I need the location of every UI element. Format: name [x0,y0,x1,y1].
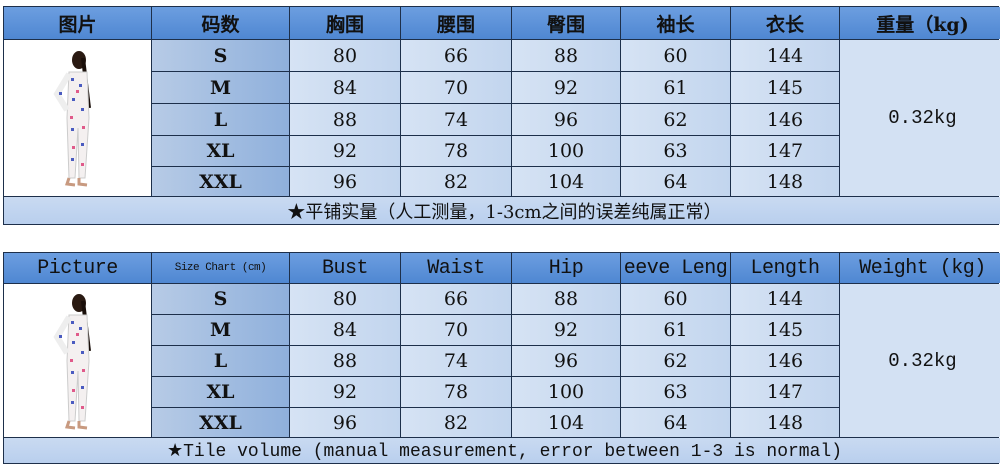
measurement-bust: 88 [290,104,400,135]
product-image-cell [4,284,151,437]
measurement-hip: 96 [512,104,620,135]
measurement-sleeve-length: 63 [621,377,730,407]
header-sleeve-length: eeve Leng [621,253,730,283]
size-label: XL [152,377,289,407]
measurement-bust: 96 [290,167,400,196]
measurement-waist: 74 [401,346,511,376]
measurement-bust: 96 [290,408,400,437]
header-bust: 胸围 [290,7,400,39]
header-size: Size Chart (cm) [152,253,289,283]
measurement-hip: 104 [512,408,620,437]
header-size: 码数 [152,7,289,39]
measurement-hip: 88 [512,284,620,314]
measurement-waist: 82 [401,408,511,437]
measurement-sleeve-length: 61 [621,72,730,103]
header-bust: Bust [290,253,400,283]
measurement-bust: 92 [290,136,400,166]
measurement-note: ★Tile volume (manual measurement, error … [4,438,1000,463]
header-picture: 图片 [4,7,151,39]
header-waist: 腰围 [401,7,511,39]
weight-value: 0.32kg [840,40,1000,196]
product-model-photo [52,51,91,187]
product-image-cell [4,40,151,196]
measurement-sleeve-length: 64 [621,408,730,437]
measurement-waist: 66 [401,40,511,71]
header-length: 衣长 [731,7,839,39]
size-label: XXL [152,167,289,196]
measurement-sleeve-length: 62 [621,346,730,376]
measurement-hip: 96 [512,346,620,376]
size-label: XXL [152,408,289,437]
measurement-length: 146 [731,346,839,376]
size-label: XL [152,136,289,166]
header-hip: 臀围 [512,7,620,39]
measurement-bust: 80 [290,284,400,314]
measurement-sleeve-length: 60 [621,40,730,71]
measurement-bust: 84 [290,72,400,103]
measurement-hip: 100 [512,377,620,407]
header-sleeve-length: 袖长 [621,7,730,39]
measurement-waist: 78 [401,136,511,166]
header-weight: Weight (kg) [840,253,1000,283]
measurement-waist: 82 [401,167,511,196]
size-label: S [152,40,289,71]
size-label: M [152,315,289,345]
size-label: L [152,104,289,135]
header-length: Length [731,253,839,283]
header-picture: Picture [4,253,151,283]
measurement-bust: 88 [290,346,400,376]
measurement-hip: 92 [512,72,620,103]
measurement-waist: 78 [401,377,511,407]
measurement-length: 148 [731,408,839,437]
size-label: L [152,346,289,376]
measurement-hip: 88 [512,40,620,71]
measurement-waist: 66 [401,284,511,314]
measurement-sleeve-length: 60 [621,284,730,314]
measurement-length: 148 [731,167,839,196]
header-weight: 重量（kg) [840,7,1000,39]
measurement-waist: 70 [401,72,511,103]
measurement-note: ★平铺实量（人工测量，1-3cm之间的误差纯属正常） [4,197,1000,224]
measurement-sleeve-length: 61 [621,315,730,345]
measurement-bust: 80 [290,40,400,71]
measurement-length: 147 [731,377,839,407]
measurement-length: 145 [731,72,839,103]
measurement-length: 144 [731,40,839,71]
measurement-bust: 84 [290,315,400,345]
measurement-length: 146 [731,104,839,135]
measurement-length: 147 [731,136,839,166]
measurement-length: 145 [731,315,839,345]
measurement-sleeve-length: 63 [621,136,730,166]
measurement-length: 144 [731,284,839,314]
header-waist: Waist [401,253,511,283]
measurement-bust: 92 [290,377,400,407]
header-hip: Hip [512,253,620,283]
weight-value: 0.32kg [840,284,1000,437]
size-chart-chinese: 图片 码数 胸围 腰围 臀围 袖长 衣长 重量（kg) S 80 66 88 60 144 0.32kg M… [3,6,1000,225]
size-label: M [152,72,289,103]
measurement-sleeve-length: 64 [621,167,730,196]
measurement-waist: 74 [401,104,511,135]
product-model-photo [52,293,91,429]
measurement-sleeve-length: 62 [621,104,730,135]
measurement-hip: 100 [512,136,620,166]
size-chart-english: Picture Size Chart (cm) Bust Waist Hip eeve L… [3,252,1000,464]
measurement-hip: 92 [512,315,620,345]
size-label: S [152,284,289,314]
measurement-hip: 104 [512,167,620,196]
measurement-waist: 70 [401,315,511,345]
